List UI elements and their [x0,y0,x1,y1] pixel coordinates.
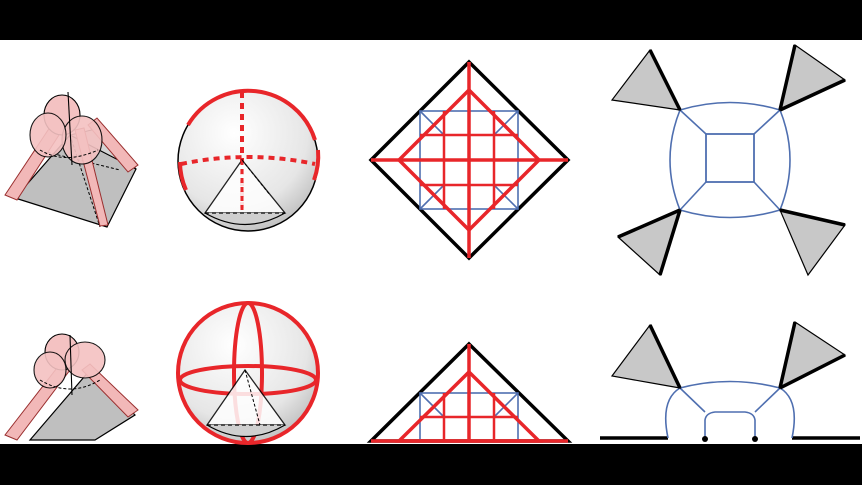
red-meridian-ring [232,301,264,445]
inner-blue-square [705,133,755,183]
sphere-red-outline-arc [186,88,317,141]
half-pyramid-gray-face [28,369,136,441]
sphere-with-meridians-and-cone-figure [176,301,320,445]
sphere-with-tetrahedral-cone-figure [177,88,321,232]
graph-with-boundary-and-two-wedges-figure [600,321,860,442]
pink-lobe-left [29,112,67,158]
square-in-diamond-network-figure [368,59,571,261]
cone-base [204,212,286,226]
red-dotted-equator [180,155,316,166]
half-pyramid-with-lobes-figure [4,333,139,441]
pyramid-with-lobes-figure [4,91,139,228]
half-pink-lobe-left [33,351,67,389]
inner-blue-arch [704,411,756,438]
trivalent-graph-with-four-wedges-figure [610,43,847,277]
pink-lobe-right [61,115,103,165]
boundary-node-right [752,436,758,442]
half-blue-arch [664,380,796,439]
boundary-node-left [702,436,708,442]
white-panel [0,40,862,444]
cone2-base [206,424,286,438]
half-diamond-network-figure [366,341,573,443]
half-pink-lobe-right [64,341,106,379]
